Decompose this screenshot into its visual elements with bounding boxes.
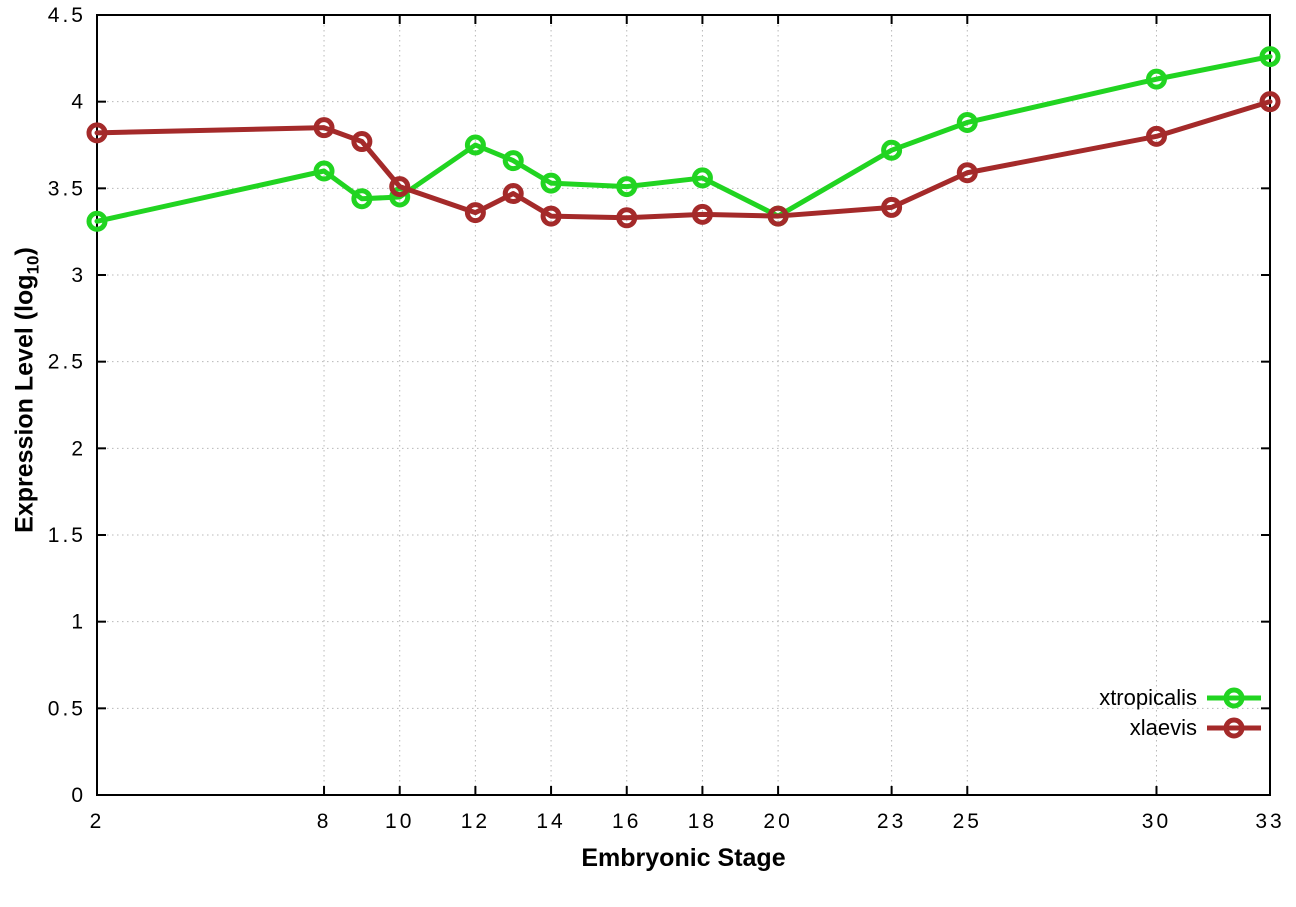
- y-axis-title-subscript: 10: [23, 255, 43, 275]
- point-xtropicalis-14: [540, 172, 562, 194]
- point-xtropicalis-9: [351, 188, 373, 210]
- y-tick-label-3.5: 3.5: [48, 177, 86, 200]
- y-tick-label-4.5: 4.5: [48, 4, 86, 27]
- point-xtropicalis-2: [86, 210, 108, 232]
- series-line-xtropicalis: [94, 54, 1273, 224]
- legend-key-xlaevis-icon: [1207, 717, 1261, 739]
- x-tick-label-8: 8: [317, 810, 332, 833]
- point-xtropicalis-16: [616, 176, 638, 198]
- point-xlaevis-30: [1145, 125, 1167, 147]
- x-tick-label-20: 20: [763, 810, 792, 833]
- legend-item-xlaevis: xlaevis: [1130, 715, 1262, 741]
- point-xlaevis-33: [1259, 91, 1281, 113]
- x-axis-title: Embryonic Stage: [581, 844, 786, 872]
- y-tick-label-0: 0: [71, 784, 86, 807]
- x-tick-label-14: 14: [536, 810, 565, 833]
- x-tick-label-33: 33: [1255, 810, 1284, 833]
- point-xlaevis-20: [767, 205, 789, 227]
- y-tick-label-1.5: 1.5: [48, 524, 86, 547]
- y-axis-title-text: Expression Level (log: [10, 274, 39, 533]
- point-xlaevis-10: [389, 176, 411, 198]
- point-xlaevis-13: [502, 183, 524, 205]
- plot-border: [96, 14, 1271, 796]
- point-xtropicalis-18: [691, 167, 713, 189]
- point-xtropicalis-33: [1259, 46, 1281, 68]
- x-tick-label-30: 30: [1142, 810, 1171, 833]
- point-xlaevis-16: [616, 207, 638, 229]
- x-tick-label-25: 25: [953, 810, 982, 833]
- point-xtropicalis-12: [464, 134, 486, 156]
- point-xlaevis-8: [313, 117, 335, 139]
- x-tick-label-2: 2: [90, 810, 105, 833]
- point-xtropicalis-30: [1145, 68, 1167, 90]
- legend-label-xtropicalis: xtropicalis: [1099, 685, 1197, 710]
- point-xlaevis-25: [956, 162, 978, 184]
- legend: xtropicalis xlaevis: [1099, 685, 1262, 741]
- point-xtropicalis-13: [502, 150, 524, 172]
- x-tick-label-12: 12: [461, 810, 490, 833]
- point-xlaevis-2: [86, 122, 108, 144]
- x-tick-label-10: 10: [385, 810, 414, 833]
- y-tick-label-4: 4: [71, 91, 86, 114]
- y-tick-label-2.5: 2.5: [48, 351, 86, 374]
- point-xlaevis-9: [351, 131, 373, 153]
- y-tick-label-2: 2: [71, 437, 86, 460]
- point-xtropicalis-25: [956, 111, 978, 133]
- y-axis-title: Expression Level (log10): [11, 247, 44, 533]
- y-tick-label-1: 1: [71, 611, 86, 634]
- x-tick-label-16: 16: [612, 810, 641, 833]
- point-xlaevis-14: [540, 205, 562, 227]
- x-tick-label-23: 23: [877, 810, 906, 833]
- legend-item-xtropicalis: xtropicalis: [1099, 685, 1262, 711]
- legend-key-xtropicalis-icon: [1207, 687, 1261, 709]
- x-tick-label-18: 18: [688, 810, 717, 833]
- point-xtropicalis-8: [313, 160, 335, 182]
- point-xlaevis-12: [464, 202, 486, 224]
- point-xtropicalis-23: [881, 139, 903, 161]
- point-xlaevis-23: [881, 196, 903, 218]
- series-line-xlaevis: [94, 99, 1273, 221]
- point-xlaevis-18: [691, 203, 713, 225]
- y-axis-title-close: ): [10, 247, 39, 256]
- legend-label-xlaevis: xlaevis: [1129, 715, 1197, 740]
- y-tick-label-3: 3: [71, 264, 86, 287]
- y-tick-label-0.5: 0.5: [48, 697, 86, 720]
